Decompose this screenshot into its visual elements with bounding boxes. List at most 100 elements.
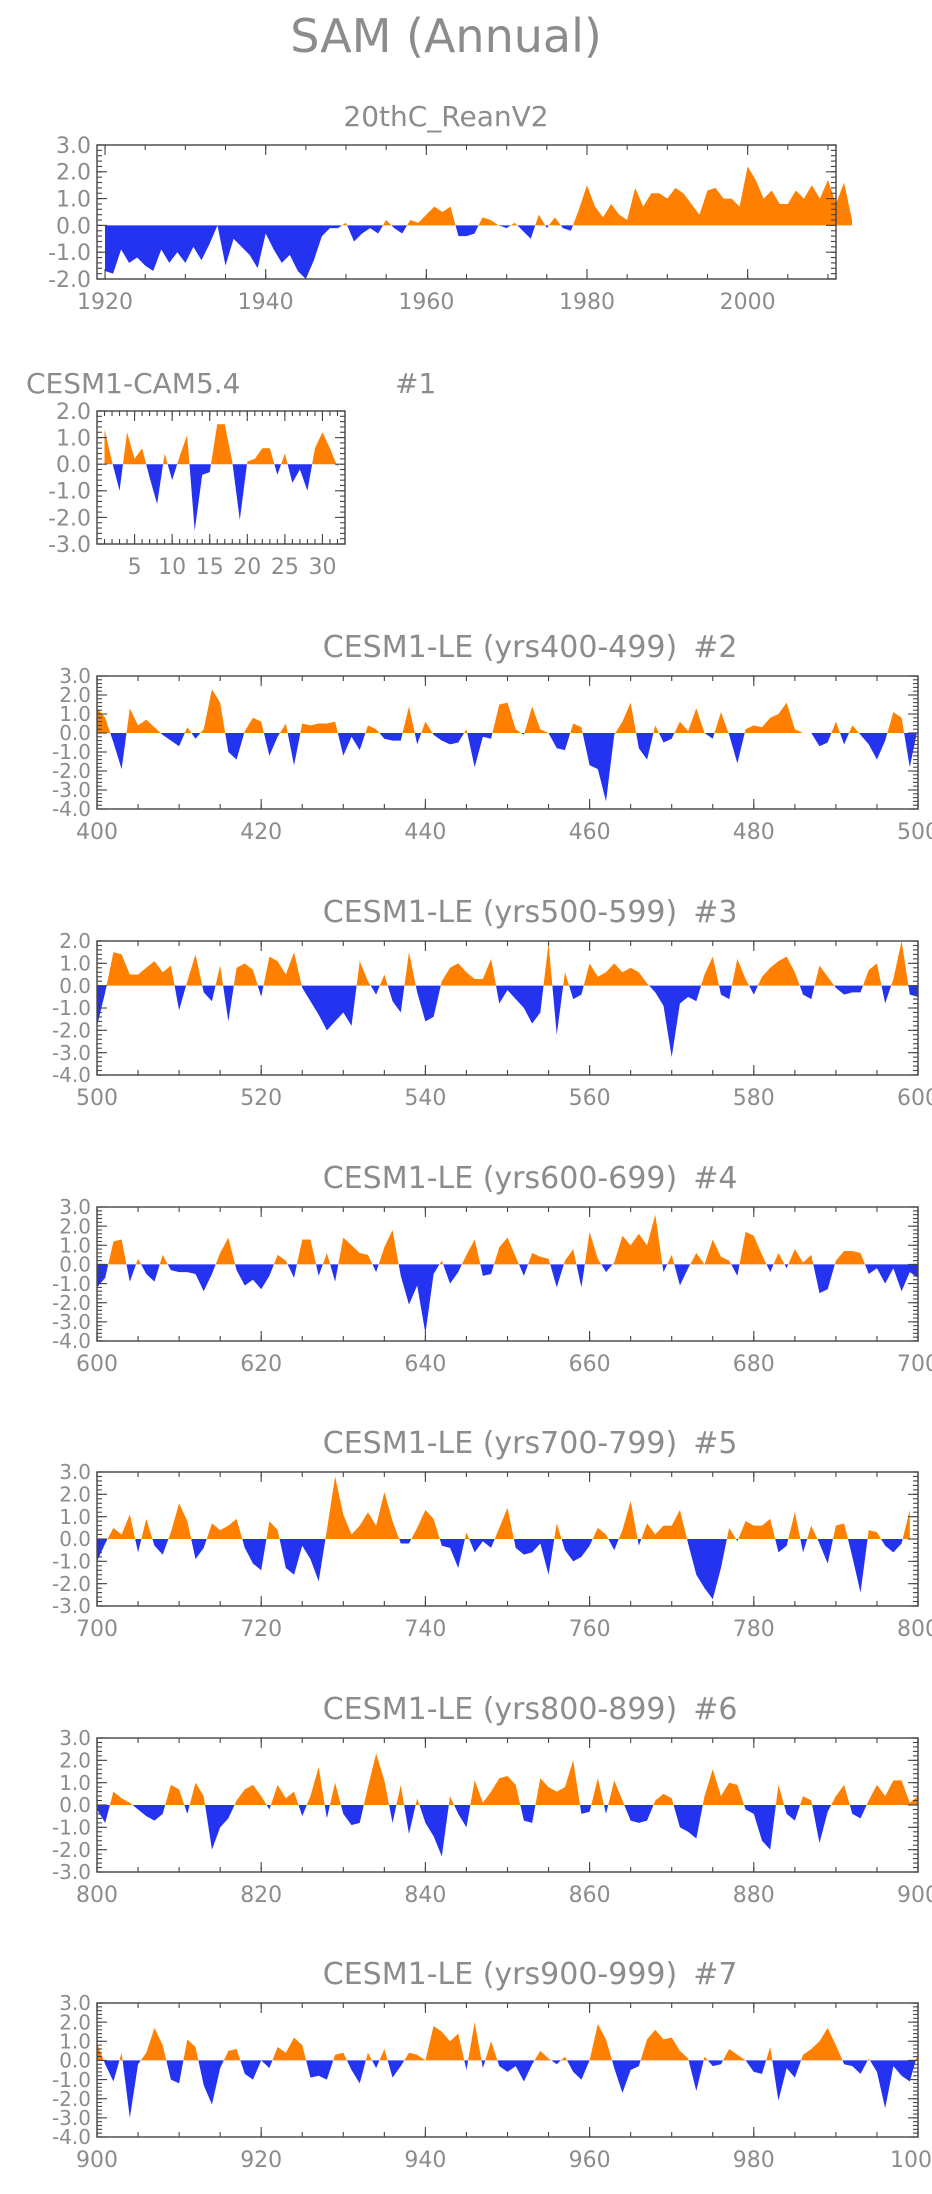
- y-tick-label: 2.0: [56, 161, 91, 186]
- x-tick-label: 880: [733, 1883, 775, 1908]
- y-tick-label: -3.0: [52, 1041, 91, 1065]
- chart-panel: CESM1-LE (yrs900-999) #73.02.01.00.0-1.0-…: [52, 1957, 932, 2173]
- chart-panel: CESM1-LE (yrs500-599) #3 2.01.00.0-1.0-2.0…: [52, 895, 932, 1111]
- x-tick-label: 560: [569, 1086, 611, 1111]
- negative-area: [105, 225, 853, 279]
- x-tick-label: 500: [76, 1086, 118, 1111]
- x-tick-label: 600: [897, 1086, 932, 1111]
- y-tick-label: -2.0: [52, 1019, 91, 1043]
- x-tick-label: 980: [733, 2148, 775, 2173]
- panel-title: CESM1-CAM5.4: [26, 367, 240, 400]
- panel-id: #4: [693, 1161, 737, 1196]
- positive-area: [97, 1753, 918, 1805]
- plot-frame: [96, 410, 346, 545]
- y-tick-label: 1.0: [59, 1771, 91, 1795]
- x-tick-label: 520: [240, 1086, 282, 1111]
- x-tick-label: 15: [196, 555, 224, 580]
- x-tick-label: 400: [76, 820, 118, 845]
- y-tick-label: 2.0: [59, 1483, 91, 1507]
- y-tick-label: 3.0: [59, 664, 91, 688]
- positive-area: [97, 1476, 910, 1539]
- y-tick-label: -1.0: [52, 1272, 91, 1296]
- y-tick-label: 0.0: [59, 1793, 91, 1817]
- panel-id: #2: [693, 630, 737, 665]
- negative-area: [104, 464, 338, 531]
- positive-area: [97, 1214, 918, 1265]
- x-tick-label: 480: [733, 820, 775, 845]
- x-tick-label: 5: [128, 555, 142, 580]
- y-tick-label: -1.0: [48, 241, 91, 266]
- x-tick-label: 720: [240, 1617, 282, 1642]
- panel-id: #3: [693, 895, 737, 930]
- y-tick-label: -2.0: [52, 1838, 91, 1862]
- positive-area: [97, 2022, 918, 2061]
- y-tick-label: 2.0: [56, 400, 91, 425]
- panel-title: CESM1-LE (yrs800-899): [323, 1692, 677, 1727]
- y-tick-label: 3.0: [59, 1726, 91, 1750]
- x-tick-label: 440: [404, 820, 446, 845]
- positive-area: [105, 166, 853, 226]
- panel-title: 20thC_ReanV2: [343, 100, 548, 133]
- x-tick-label: 1920: [77, 290, 133, 315]
- y-tick-label: 1.0: [59, 1505, 91, 1529]
- y-tick-label: -1.0: [52, 1550, 91, 1574]
- y-tick-label: -2.0: [52, 1572, 91, 1596]
- chart-panel: CESM1-CAM5.4 #1 2.01.00.0-1.0-2.0-3.0 5 10 15…: [26, 367, 436, 580]
- x-tick-label: 820: [240, 1883, 282, 1908]
- y-tick-label: -3.0: [52, 2106, 91, 2130]
- y-tick-label: 2.0: [59, 1214, 91, 1238]
- negative-area: [97, 985, 918, 1058]
- y-tick-label: 3.0: [59, 1991, 91, 2015]
- y-tick-label: 0.0: [59, 974, 91, 998]
- panel-title: CESM1-LE (yrs700-799): [323, 1426, 677, 1461]
- plot-frame: [96, 675, 919, 810]
- y-tick-label: 0.0: [59, 2049, 91, 2073]
- positive-area: [104, 424, 338, 465]
- y-tick-label: 2.0: [59, 2010, 91, 2034]
- x-tick-label: 580: [733, 1086, 775, 1111]
- y-tick-label: 3.0: [59, 1460, 91, 1484]
- y-tick-label: -4.0: [52, 2125, 91, 2149]
- y-tick-label: -4.0: [52, 1329, 91, 1353]
- panel-title: CESM1-LE (yrs400-499): [323, 630, 677, 665]
- x-tick-label: 1960: [398, 290, 454, 315]
- x-tick-label: 700: [897, 1352, 932, 1377]
- x-tick-label: 900: [76, 2148, 118, 2173]
- panel-title: CESM1-LE (yrs600-699): [323, 1161, 677, 1196]
- chart-panel: CESM1-LE (yrs600-699) #43.02.01.00.0-1.0-…: [52, 1161, 932, 1377]
- x-tick-label: 700: [76, 1617, 118, 1642]
- negative-area: [97, 1805, 918, 1857]
- y-tick-label: -2.0: [52, 1291, 91, 1315]
- x-tick-label: 1000: [890, 2148, 932, 2173]
- y-tick-label: 1.0: [59, 952, 91, 976]
- x-tick-label: 540: [404, 1086, 446, 1111]
- panel-id: #6: [693, 1692, 737, 1727]
- y-tick-label: -3.0: [52, 1860, 91, 1884]
- panel-title: CESM1-LE (yrs900-999): [323, 1957, 677, 1992]
- y-tick-label: -3.0: [52, 778, 91, 802]
- y-tick-label: -1.0: [52, 2068, 91, 2092]
- y-tick-label: 1.0: [56, 188, 91, 213]
- x-tick-label: 660: [569, 1352, 611, 1377]
- x-tick-label: 460: [569, 820, 611, 845]
- y-tick-label: 0.0: [59, 721, 91, 745]
- y-tick-label: -2.0: [52, 759, 91, 783]
- negative-area: [97, 1264, 918, 1334]
- x-tick-label: 10: [158, 555, 186, 580]
- plot-frame: [96, 940, 919, 1076]
- figure-title: SAM (Annual): [290, 9, 602, 63]
- y-tick-label: -1.0: [52, 1816, 91, 1840]
- y-tick-label: 0.0: [56, 453, 91, 478]
- x-tick-label: 800: [897, 1617, 932, 1642]
- positive-area: [97, 689, 918, 733]
- y-tick-label: -1.0: [52, 996, 91, 1020]
- x-tick-label: 1940: [238, 290, 294, 315]
- chart-panel: CESM1-LE (yrs400-499) #23.02.01.00.0-1.0-…: [52, 630, 932, 845]
- x-tick-label: 25: [271, 555, 299, 580]
- y-tick-label: 0.0: [59, 1253, 91, 1277]
- x-tick-label: 760: [569, 1617, 611, 1642]
- x-tick-label: 20: [233, 555, 261, 580]
- x-tick-label: 940: [404, 2148, 446, 2173]
